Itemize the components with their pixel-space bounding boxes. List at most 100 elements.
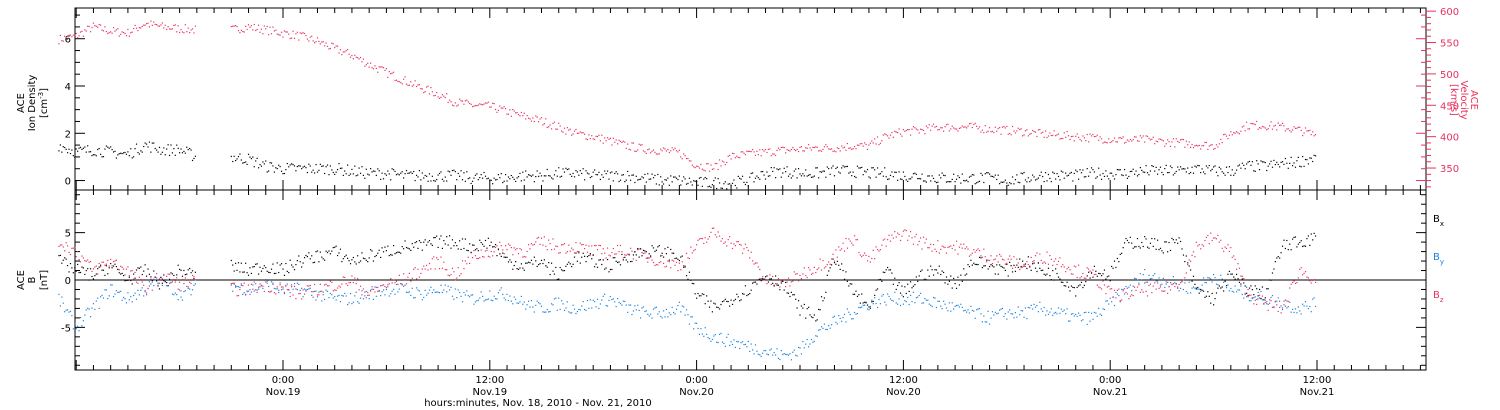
density-point	[853, 175, 856, 178]
bz-point	[1171, 283, 1173, 286]
by-point	[479, 297, 481, 299]
bz-point	[542, 244, 544, 246]
by-point	[77, 325, 79, 327]
by-point	[1122, 289, 1124, 291]
density-point	[446, 180, 448, 182]
velocity-point	[888, 137, 890, 139]
by-point	[243, 292, 245, 294]
by-point	[329, 292, 331, 295]
velocity-point	[955, 128, 958, 130]
bx-point	[681, 255, 683, 257]
by-point	[921, 302, 923, 304]
bz-point	[1007, 258, 1009, 260]
by-point	[1207, 277, 1209, 279]
by-point	[278, 291, 280, 294]
by-point	[779, 358, 781, 361]
bx-point	[459, 240, 461, 242]
bx-point	[785, 281, 787, 284]
velocity-point	[1024, 130, 1027, 132]
velocity-point	[1303, 132, 1305, 134]
bx-point	[74, 267, 76, 269]
bx-point	[920, 270, 922, 272]
bz-point	[529, 248, 531, 250]
bz-point	[370, 290, 372, 292]
velocity-point	[1136, 140, 1139, 142]
density-point	[1056, 172, 1058, 175]
by-point	[484, 299, 487, 301]
density-point	[189, 147, 191, 150]
density-point	[737, 175, 739, 178]
bx-point	[694, 293, 696, 295]
velocity-point	[470, 103, 472, 105]
bz-point	[125, 268, 128, 270]
density-point	[693, 180, 695, 182]
velocity-point	[592, 138, 594, 140]
bz-point	[1086, 267, 1088, 269]
density-point	[74, 156, 76, 158]
field-tick-label: -5	[61, 323, 71, 334]
density-point	[1210, 170, 1212, 172]
density-point	[479, 177, 481, 179]
density-point	[899, 178, 902, 180]
velocity-point	[605, 140, 607, 142]
by-point	[1251, 297, 1253, 300]
bx-point	[996, 264, 998, 266]
velocity-point	[575, 128, 577, 131]
by-point	[955, 305, 958, 307]
bz-point	[647, 261, 649, 263]
density-point	[1250, 164, 1252, 166]
bx-point	[105, 265, 107, 267]
velocity-point	[1172, 138, 1174, 140]
by-point	[1105, 300, 1107, 302]
by-point	[1297, 306, 1299, 308]
velocity-point	[256, 28, 258, 31]
by-point	[536, 300, 538, 302]
velocity-point	[839, 150, 841, 152]
density-point	[61, 151, 63, 153]
by-point	[1072, 313, 1074, 315]
velocity-point	[1090, 135, 1093, 137]
bx-point	[85, 270, 87, 272]
by-point	[632, 310, 635, 312]
bz-point	[1190, 260, 1192, 262]
velocity-point	[1123, 142, 1126, 144]
velocity-point	[253, 23, 255, 26]
velocity-point	[1217, 146, 1219, 148]
bz-point	[540, 237, 543, 239]
bx-point	[589, 253, 591, 255]
density-point	[894, 171, 896, 173]
by-point	[1014, 311, 1017, 314]
by-point	[1238, 289, 1241, 291]
bz-point	[716, 236, 718, 238]
bx-point	[976, 263, 978, 266]
density-point	[1115, 173, 1117, 176]
bz-point	[1167, 292, 1169, 294]
density-point	[1039, 174, 1041, 177]
velocity-point	[762, 149, 764, 151]
bz-point	[1246, 295, 1248, 298]
velocity-point	[157, 25, 159, 27]
density-point	[358, 167, 360, 169]
density-point	[828, 168, 830, 170]
velocity-point	[1195, 144, 1197, 146]
density-point	[194, 155, 196, 157]
by-point	[696, 322, 698, 324]
velocity-point	[729, 154, 731, 157]
bx-point	[612, 257, 614, 259]
by-point	[766, 353, 768, 355]
bz-point	[935, 250, 938, 253]
bz-point	[249, 293, 251, 296]
by-point	[1146, 281, 1149, 283]
density-point	[1118, 169, 1120, 171]
velocity-point	[1240, 130, 1242, 132]
bx-point	[151, 279, 153, 282]
bz-point	[690, 246, 692, 248]
velocity-point	[285, 31, 287, 33]
by-point	[971, 309, 973, 312]
legend-by: By	[1433, 252, 1444, 266]
by-point	[394, 293, 396, 295]
density-point	[922, 180, 925, 182]
bz-point	[334, 289, 336, 291]
velocity-point	[1128, 140, 1130, 142]
bz-point	[489, 256, 491, 258]
